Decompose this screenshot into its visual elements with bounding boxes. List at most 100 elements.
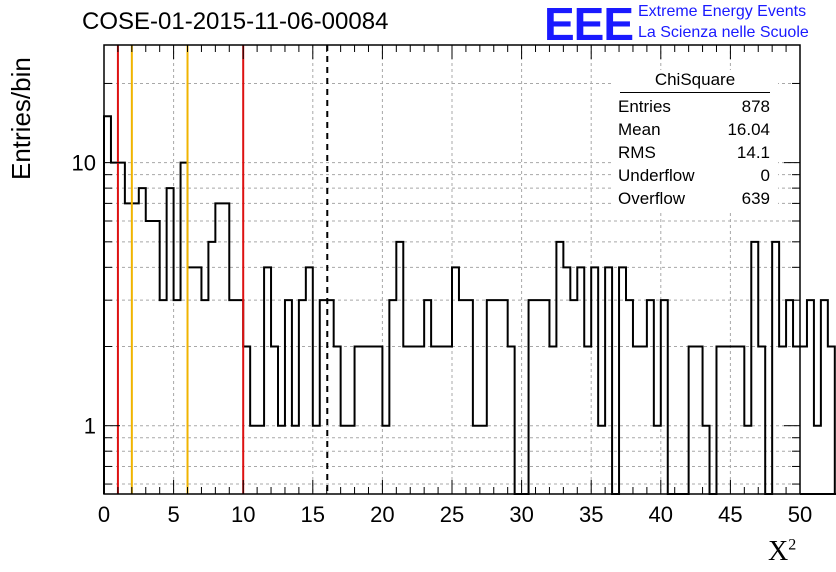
histogram-bin bbox=[355, 347, 362, 494]
histogram-bin bbox=[696, 347, 703, 494]
histogram-bin bbox=[278, 426, 285, 494]
x-tick-label: 30 bbox=[509, 502, 533, 527]
x-axis-label: X2 bbox=[768, 536, 796, 568]
histogram-bin bbox=[640, 347, 647, 494]
histogram-bin bbox=[264, 267, 271, 494]
histogram-bin bbox=[716, 347, 723, 494]
plot-title: COSE-01-2015-11-06-00084 bbox=[82, 8, 389, 35]
x-tick-label: 45 bbox=[718, 502, 742, 527]
histogram-bin bbox=[786, 300, 793, 494]
histogram-bin bbox=[292, 426, 299, 494]
x-tick-label: 20 bbox=[370, 502, 394, 527]
histogram-outline bbox=[103, 115, 836, 495]
histogram-bin bbox=[508, 347, 515, 494]
reference-lines-layer bbox=[116, 45, 329, 494]
histogram-bin bbox=[111, 163, 118, 494]
histogram-bin bbox=[536, 300, 543, 494]
stats-label: Entries bbox=[618, 97, 671, 116]
histogram-bin bbox=[417, 347, 424, 494]
histogram-bin bbox=[807, 300, 814, 494]
histogram-bin bbox=[222, 203, 229, 494]
histogram-bin bbox=[410, 347, 417, 494]
histogram-bin bbox=[396, 242, 403, 494]
histogram-bin bbox=[501, 300, 508, 494]
histogram-bin bbox=[542, 300, 549, 494]
histogram-bin bbox=[772, 242, 779, 494]
histogram-bin bbox=[473, 426, 480, 494]
stats-row-mean: Mean 16.04 bbox=[612, 118, 778, 141]
histogram-bin bbox=[452, 267, 459, 494]
histogram-bin bbox=[160, 300, 167, 494]
histogram-bin bbox=[362, 347, 369, 494]
histogram-bin bbox=[591, 267, 598, 494]
histogram-bin bbox=[466, 300, 473, 494]
histogram-bin bbox=[598, 426, 605, 494]
histogram-bin bbox=[445, 347, 452, 494]
histogram-bin bbox=[181, 163, 188, 494]
stats-value: 639 bbox=[741, 189, 770, 208]
stats-row-rms: RMS 14.1 bbox=[612, 141, 778, 164]
stats-label: Mean bbox=[618, 120, 661, 139]
stats-title: ChiSquare bbox=[620, 70, 770, 93]
stats-row-overflow: Overflow 639 bbox=[612, 187, 778, 210]
histogram-bin bbox=[375, 347, 382, 494]
eee-logo: EEE bbox=[544, 0, 634, 50]
histogram-bin bbox=[584, 347, 591, 494]
histogram-bin bbox=[341, 426, 348, 494]
histogram-bin bbox=[229, 300, 236, 494]
histogram-bin bbox=[459, 300, 466, 494]
x-tick-label: 15 bbox=[301, 502, 325, 527]
stats-value: 0 bbox=[760, 166, 770, 185]
histogram-bin bbox=[619, 267, 626, 494]
logo-line-2: La Scienza nelle Scuole bbox=[638, 24, 809, 41]
histogram-bin bbox=[800, 347, 807, 494]
y-axis-label: Entries/bin bbox=[6, 57, 36, 180]
histogram-bin bbox=[556, 242, 563, 494]
histogram-bin bbox=[215, 203, 222, 494]
histogram-bin bbox=[563, 267, 570, 494]
histogram-bin bbox=[208, 242, 215, 494]
histogram-layer bbox=[103, 115, 836, 495]
histogram-bin bbox=[723, 347, 730, 494]
histogram-bin bbox=[487, 300, 494, 494]
histogram-bin bbox=[167, 188, 174, 494]
histogram-bin bbox=[744, 426, 751, 494]
logo-line-1: Extreme Energy Events bbox=[638, 3, 807, 20]
histogram-bin bbox=[661, 300, 668, 494]
histogram-bin bbox=[431, 347, 438, 494]
histogram-bin bbox=[605, 267, 612, 494]
histogram-bin bbox=[306, 267, 313, 494]
histogram-bin bbox=[570, 300, 577, 494]
histogram-bin bbox=[779, 347, 786, 494]
histogram-bin bbox=[118, 163, 125, 494]
histogram-bin bbox=[814, 426, 821, 494]
histogram-bin bbox=[494, 300, 501, 494]
histogram-bin bbox=[703, 426, 710, 494]
x-tick-label: 50 bbox=[788, 502, 812, 527]
histogram-bin bbox=[654, 426, 661, 494]
histogram-bin bbox=[737, 347, 744, 494]
histogram-bin bbox=[348, 426, 355, 494]
histogram-bin bbox=[188, 267, 195, 494]
histogram-bin bbox=[125, 203, 132, 494]
histogram-bin bbox=[201, 300, 208, 494]
histogram-bin bbox=[758, 347, 765, 494]
x-tick-label: 25 bbox=[440, 502, 464, 527]
histogram-bin bbox=[250, 426, 257, 494]
x-tick-label: 10 bbox=[231, 502, 255, 527]
histogram-bin bbox=[257, 426, 264, 494]
histogram-bin bbox=[174, 300, 181, 494]
histogram-bin bbox=[320, 300, 327, 494]
stats-value: 878 bbox=[741, 97, 770, 116]
x-tick-label: 5 bbox=[167, 502, 179, 527]
histogram-bin bbox=[424, 300, 431, 494]
x-axis-label-superscript: 2 bbox=[788, 536, 797, 554]
histogram-bin bbox=[243, 347, 250, 494]
histogram-bin bbox=[647, 300, 654, 494]
histogram-bin bbox=[334, 347, 341, 494]
histogram-bin bbox=[194, 267, 201, 494]
stats-value: 16.04 bbox=[727, 120, 770, 139]
x-axis-label-base: X bbox=[768, 536, 789, 567]
histogram-bin bbox=[285, 300, 292, 494]
stats-value: 14.1 bbox=[736, 143, 770, 162]
